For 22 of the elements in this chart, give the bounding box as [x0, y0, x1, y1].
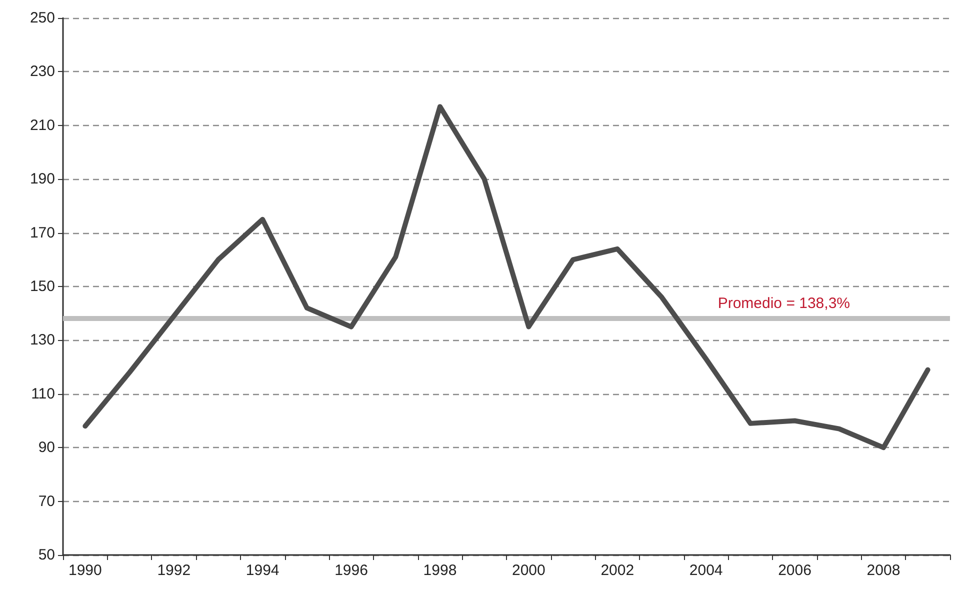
y-tick-label: 190 [30, 170, 55, 188]
x-tick-label: 2008 [866, 562, 900, 579]
x-tick-label: 1998 [423, 562, 457, 579]
x-tick-label: 1990 [68, 562, 102, 579]
x-tick-label: 2004 [689, 562, 723, 579]
y-tick-label: 150 [30, 278, 55, 295]
y-tick-label: 50 [38, 546, 55, 564]
y-tick-label: 250 [30, 10, 55, 26]
y-tick-label: 70 [38, 492, 55, 510]
x-tick-label: 2006 [778, 562, 812, 579]
y-tick-label: 130 [30, 332, 55, 349]
y-tick-label: 90 [38, 439, 55, 456]
x-tick-label: 2000 [512, 562, 546, 579]
x-tick-label: 1996 [334, 562, 368, 579]
ref-line-label: Promedio = 138,3% [718, 294, 850, 312]
x-tick-label: 2002 [600, 562, 634, 579]
x-tick-label: 1994 [246, 562, 280, 579]
y-tick-label: 210 [30, 116, 55, 134]
x-tick-label: 1992 [157, 562, 191, 579]
y-tick-label: 230 [30, 63, 55, 80]
y-tick-label: 110 [31, 385, 55, 402]
y-tick-label: 170 [30, 224, 55, 242]
